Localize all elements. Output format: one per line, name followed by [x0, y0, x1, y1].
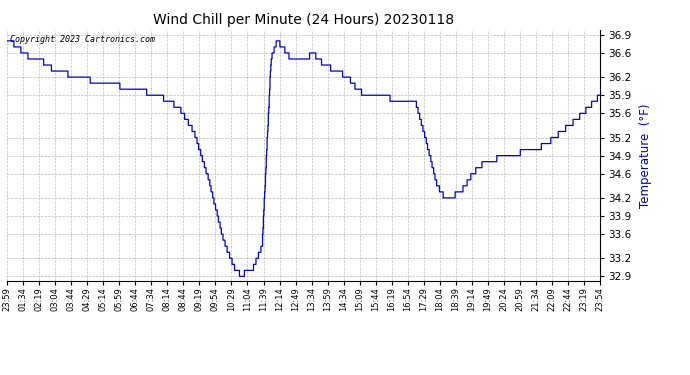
Text: Copyright 2023 Cartronics.com: Copyright 2023 Cartronics.com — [10, 35, 155, 44]
Title: Wind Chill per Minute (24 Hours) 20230118: Wind Chill per Minute (24 Hours) 2023011… — [153, 13, 454, 27]
Y-axis label: Temperature  (°F): Temperature (°F) — [639, 104, 652, 208]
